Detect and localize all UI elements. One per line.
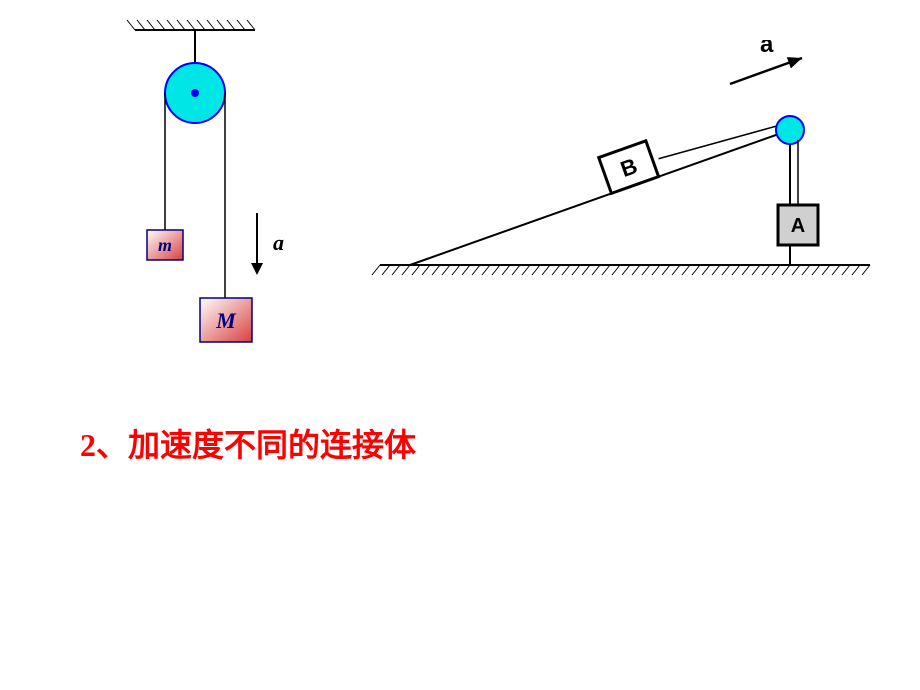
- section-heading: 2、加速度不同的连接体: [80, 420, 416, 466]
- svg-text:A: A: [791, 215, 805, 237]
- incline-pulley-diagram: BAa: [370, 40, 890, 300]
- atwood-pulley-diagram: m Ma: [95, 18, 295, 368]
- svg-text:m: m: [158, 235, 172, 255]
- svg-text:M: M: [215, 308, 237, 333]
- svg-text:a: a: [760, 40, 774, 58]
- svg-text:a: a: [273, 230, 284, 255]
